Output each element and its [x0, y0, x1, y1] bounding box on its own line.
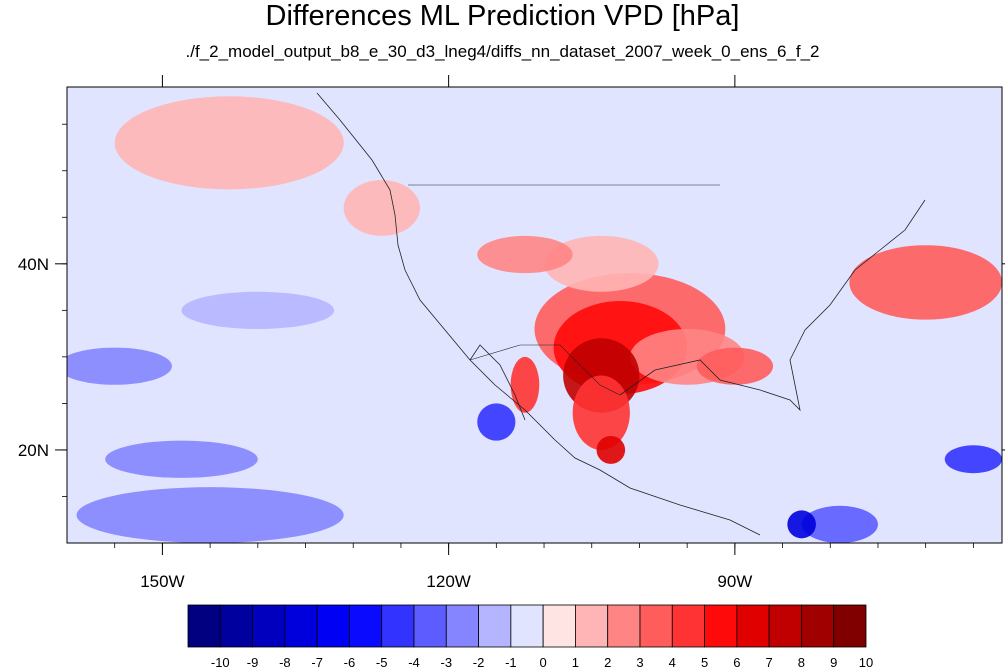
anomaly-region-18 — [477, 403, 516, 441]
colorbar-swatch-10 — [510, 604, 544, 648]
colorbar-label-16: 6 — [733, 655, 740, 670]
anomaly-region-6 — [544, 235, 659, 292]
colorbar-swatch-7 — [413, 604, 447, 648]
anomaly-region-11 — [343, 180, 421, 236]
colorbar-swatch-2 — [252, 604, 286, 648]
colorbar-swatch-1 — [219, 604, 253, 648]
colorbar-label-6: -4 — [408, 655, 420, 670]
colorbar-swatch-13 — [607, 604, 641, 648]
anomaly-region-17 — [944, 445, 1002, 474]
colorbar-label-2: -8 — [279, 655, 291, 670]
chart-title: Differences ML Prediction VPD [hPa] — [265, 0, 740, 32]
coastline-outline — [316, 92, 926, 536]
anomaly-region-13 — [477, 235, 573, 274]
us-border — [408, 184, 720, 396]
colorbar-swatch-14 — [639, 604, 673, 648]
colorbar-swatch-8 — [445, 604, 479, 648]
anomaly-region-10 — [572, 375, 630, 450]
anomaly-region-19 — [596, 435, 626, 464]
colorbar-label-11: 1 — [572, 655, 579, 670]
colorbar-swatch-0 — [187, 604, 221, 648]
colorbar-swatch-17 — [736, 604, 770, 648]
colorbar-label-9: -1 — [505, 655, 517, 670]
colorbar-label-10: 0 — [540, 655, 547, 670]
colorbar-label-14: 4 — [669, 655, 676, 670]
colorbar-label-18: 8 — [798, 655, 805, 670]
anomaly-region-2 — [76, 487, 344, 543]
colorbar-label-19: 9 — [830, 655, 837, 670]
anomaly-region-4 — [849, 245, 1002, 320]
colorbar-swatch-12 — [575, 604, 609, 648]
anomaly-region-8 — [105, 440, 258, 478]
colorbar-label-7: -3 — [441, 655, 453, 670]
colorbar-label-8: -2 — [473, 655, 485, 670]
colorbar-swatch-4 — [316, 604, 350, 648]
colorbar-label-15: 5 — [701, 655, 708, 670]
colorbar-label-20: 10 — [859, 655, 873, 670]
anomaly-region-20 — [787, 510, 816, 539]
y-tick-label-0: 20N — [18, 441, 49, 460]
y-tick-label-1: 40N — [18, 255, 49, 274]
colorbar-swatch-18 — [768, 604, 802, 648]
x-tick-label-0: 150W — [140, 572, 184, 591]
anomaly-region-9 — [181, 291, 335, 329]
colorbar: -10 -9 -8 -7 -6 -5 -4 -3 -2 -1 0 1 2 3 4 5 6 7 8 9 10 — [187, 604, 873, 670]
colorbar-swatch-16 — [704, 604, 738, 648]
chart-subtitle: ./f_2_model_output_b8_e_30_d3_lneg4/diff… — [185, 42, 820, 61]
colorbar-swatch-9 — [478, 604, 512, 648]
anomaly-region-1 — [114, 96, 344, 190]
colorbar-label-4: -6 — [344, 655, 356, 670]
colorbar-label-17: 7 — [766, 655, 773, 670]
x-tick-label-2: 90W — [717, 572, 752, 591]
colorbar-label-12: 2 — [604, 655, 611, 670]
anomaly-region-16 — [510, 356, 540, 413]
colorbar-label-5: -5 — [376, 655, 388, 670]
colorbar-swatch-5 — [349, 604, 383, 648]
map-frame — [66, 86, 1003, 544]
colorbar-label-13: 3 — [636, 655, 643, 670]
colorbar-swatch-19 — [801, 604, 835, 648]
anomaly-field — [67, 96, 1002, 543]
colorbar-label-0: -10 — [211, 655, 230, 670]
anomaly-region-12 — [67, 347, 172, 385]
map-axes: 150W 120W 90W 20N 40N — [18, 75, 1005, 591]
colorbar-swatch-20 — [833, 604, 867, 648]
colorbar-swatch-11 — [542, 604, 576, 648]
anomaly-region-15 — [801, 505, 878, 543]
anomaly-region-14 — [696, 347, 774, 385]
colorbar-swatch-3 — [284, 604, 318, 648]
colorbar-label-1: -9 — [247, 655, 259, 670]
x-tick-label-1: 120W — [426, 572, 470, 591]
colorbar-swatch-15 — [671, 604, 705, 648]
colorbar-label-3: -7 — [311, 655, 323, 670]
colorbar-swatch-6 — [381, 604, 415, 648]
